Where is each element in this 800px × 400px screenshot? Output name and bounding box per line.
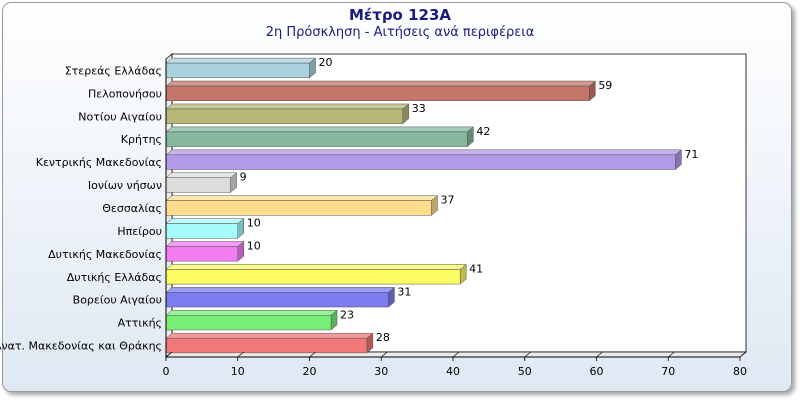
bar bbox=[165, 292, 389, 308]
data-label: 33 bbox=[412, 102, 426, 115]
x-tick-depth bbox=[739, 351, 747, 358]
bar-top bbox=[165, 126, 475, 133]
category-label: Δυτικής Μακεδονίας bbox=[48, 248, 162, 261]
chart-title: Μέτρο 123Α bbox=[348, 6, 452, 24]
x-tick-depth bbox=[524, 351, 531, 358]
bar bbox=[165, 223, 238, 239]
category-label: Δυτικής Ελλάδας bbox=[67, 271, 162, 284]
category-label: Πελοπονήσου bbox=[88, 87, 162, 100]
category-label: Κεντρικής Μακεδονίας bbox=[36, 156, 162, 169]
bar-top bbox=[165, 80, 597, 87]
category-label: Θεσσαλίας bbox=[102, 202, 162, 215]
bar-top bbox=[165, 149, 683, 156]
category-label: Νοτίου Αιγαίου bbox=[78, 110, 162, 123]
bar-top bbox=[165, 264, 467, 270]
x-tick-label: 40 bbox=[446, 365, 460, 378]
data-label: 59 bbox=[598, 79, 612, 92]
data-label: 10 bbox=[247, 217, 261, 230]
x-tick-depth bbox=[596, 351, 603, 358]
x-tick-depth bbox=[452, 351, 460, 358]
bar-top bbox=[165, 287, 396, 293]
bar-top bbox=[165, 103, 410, 110]
bar bbox=[165, 315, 332, 331]
x-tick-label: 60 bbox=[590, 365, 604, 378]
x-tick-label: 50 bbox=[518, 365, 532, 378]
x-tick-label: 80 bbox=[733, 365, 747, 378]
category-label: Ανατ. Μακεδονίας και Θράκης bbox=[0, 340, 162, 353]
category-label: Ηπείρου bbox=[117, 225, 162, 238]
category-label: Αττικής bbox=[118, 317, 162, 330]
bar-top bbox=[165, 195, 439, 201]
bar-top bbox=[165, 310, 338, 316]
bar bbox=[165, 269, 461, 285]
data-label: 31 bbox=[397, 285, 411, 298]
bar bbox=[165, 154, 676, 170]
data-label: 20 bbox=[319, 56, 333, 69]
bar bbox=[165, 62, 310, 79]
data-label: 71 bbox=[684, 148, 698, 161]
bar-top bbox=[165, 172, 238, 178]
bar bbox=[165, 177, 231, 193]
category-label: Κρήτης bbox=[121, 133, 162, 146]
data-label: 37 bbox=[440, 194, 454, 207]
data-label: 42 bbox=[476, 125, 490, 138]
bar bbox=[165, 246, 238, 262]
x-tick-depth bbox=[309, 351, 316, 358]
data-label: 9 bbox=[240, 171, 247, 184]
x-tick-depth bbox=[381, 351, 388, 358]
bar bbox=[165, 85, 590, 101]
x-tick-depth bbox=[237, 351, 244, 358]
bar-top bbox=[165, 241, 245, 247]
chart-subtitle: 2η Πρόσκληση - Αιτήσεις ανά περιφέρεια bbox=[265, 25, 535, 40]
bar bbox=[165, 108, 404, 124]
bar bbox=[165, 200, 432, 216]
x-tick-label: 30 bbox=[374, 365, 388, 378]
x-tick-label: 10 bbox=[231, 365, 245, 378]
x-tick-label: 70 bbox=[661, 365, 675, 378]
bar-top bbox=[165, 57, 317, 64]
data-label: 10 bbox=[247, 240, 261, 253]
x-tick-depth bbox=[165, 351, 173, 358]
bar bbox=[165, 337, 368, 354]
x-tick-depth bbox=[668, 351, 675, 358]
x-tick-label: 0 bbox=[163, 365, 170, 378]
data-label: 41 bbox=[469, 262, 483, 275]
x-tick-label: 20 bbox=[303, 365, 317, 378]
bar bbox=[165, 131, 468, 147]
bar-top bbox=[165, 332, 374, 339]
category-label: Ιονίων νήσων bbox=[88, 179, 162, 192]
data-label: 28 bbox=[376, 331, 390, 344]
data-label: 23 bbox=[340, 308, 354, 321]
bar-top bbox=[165, 218, 245, 224]
category-label: Στερεάς Ελλάδας bbox=[65, 64, 162, 77]
category-label: Βορείου Αιγαίου bbox=[73, 294, 162, 307]
